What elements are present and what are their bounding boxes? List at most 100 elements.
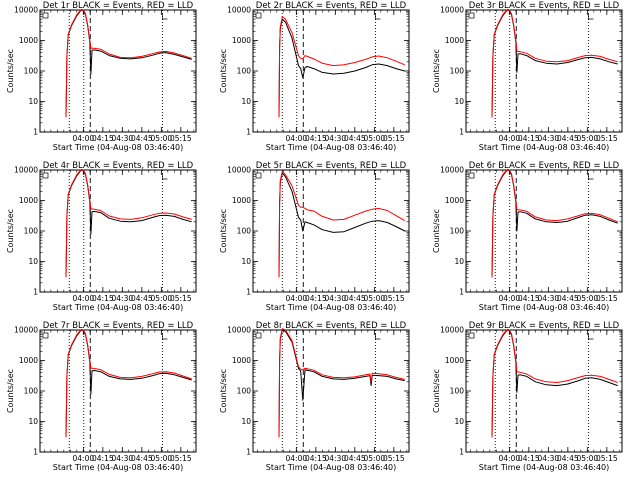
x-tick-label: 05:15 <box>596 134 618 143</box>
legend-box <box>162 333 168 340</box>
y-tick-label: 1000 <box>19 196 38 205</box>
y-axis-label: Counts/sec <box>6 369 15 413</box>
x-axis-label: Start Time (04-Aug-08 03:46:40) <box>266 463 397 472</box>
y-tick-label: 1 <box>246 128 251 137</box>
y-tick-label: 10 <box>28 257 38 266</box>
events-line <box>65 169 192 278</box>
y-tick-label: 1 <box>246 288 251 297</box>
x-tick-label: 04:15 <box>92 134 114 143</box>
panel-4: Det 4r BLACK = Events, RED = LLD 1 10 100 10… <box>6 161 197 312</box>
lld-line <box>278 328 405 438</box>
legend-box <box>162 13 168 20</box>
plot-frame <box>39 169 197 293</box>
y-tick-label: 1 <box>459 128 464 137</box>
panel-title: Det 2r BLACK = Events, RED = LLD <box>256 1 407 11</box>
x-tick-label: 04:00 <box>499 294 521 303</box>
plot-frame <box>465 329 623 453</box>
legend-box <box>588 13 594 20</box>
legend-box <box>468 172 475 179</box>
events-line <box>278 172 405 278</box>
plot-frame <box>465 9 623 133</box>
y-tick-label: 1 <box>459 448 464 457</box>
legend-box <box>162 173 168 180</box>
x-tick-label: 05:00 <box>364 454 386 463</box>
y-tick-label: 10 <box>241 97 251 106</box>
x-tick-label: 04:00 <box>73 294 95 303</box>
plot-frame <box>465 169 623 293</box>
x-tick-label: 04:15 <box>518 134 540 143</box>
x-tick-label: 04:00 <box>286 454 308 463</box>
y-tick-label: 10000 <box>14 166 38 175</box>
y-axis-label: Counts/sec <box>6 49 15 93</box>
y-tick-label: 1 <box>33 128 38 137</box>
x-tick-label: 05:00 <box>364 134 386 143</box>
y-tick-label: 10000 <box>440 326 464 335</box>
y-tick-label: 1 <box>33 288 38 297</box>
legend-box <box>42 172 49 179</box>
lld-line <box>65 168 192 278</box>
x-tick-label: 04:15 <box>92 294 114 303</box>
legend-box <box>375 173 381 180</box>
y-tick-label: 10000 <box>14 6 38 15</box>
x-axis-label: Start Time (04-Aug-08 03:46:40) <box>266 143 397 152</box>
x-tick-label: 04:15 <box>305 294 327 303</box>
x-tick-label: 04:45 <box>131 454 153 463</box>
y-tick-label: 10000 <box>227 326 251 335</box>
x-tick-label: 05:00 <box>151 454 173 463</box>
y-tick-label: 1000 <box>445 36 464 45</box>
x-tick-label: 05:15 <box>170 294 192 303</box>
events-line <box>491 9 618 118</box>
x-tick-label: 04:30 <box>112 294 134 303</box>
y-tick-label: 1 <box>246 448 251 457</box>
x-tick-label: 05:00 <box>577 134 599 143</box>
x-tick-label: 05:15 <box>383 294 405 303</box>
x-tick-label: 04:45 <box>344 134 366 143</box>
y-tick-label: 1000 <box>445 356 464 365</box>
y-tick-label: 1000 <box>19 356 38 365</box>
x-axis-label: Start Time (04-Aug-08 03:46:40) <box>266 303 397 312</box>
y-axis-label: Counts/sec <box>219 369 228 413</box>
legend-box <box>375 333 381 340</box>
plot-frame <box>252 169 410 293</box>
y-tick-label: 1000 <box>19 36 38 45</box>
x-tick-label: 05:15 <box>383 134 405 143</box>
plot-frame <box>252 9 410 133</box>
panel-5: Det 5r BLACK = Events, RED = LLD 1 10 100 10… <box>219 161 410 312</box>
x-axis-label: Start Time (04-Aug-08 03:46:40) <box>479 463 610 472</box>
lld-line <box>65 8 192 118</box>
panel-title: Det 1r BLACK = Events, RED = LLD <box>43 1 194 11</box>
y-tick-label: 100 <box>450 387 465 396</box>
y-tick-label: 100 <box>450 67 465 76</box>
y-axis-label: Counts/sec <box>432 369 441 413</box>
y-tick-label: 100 <box>450 227 465 236</box>
panel-title: Det 3r BLACK = Events, RED = LLD <box>469 1 620 11</box>
x-tick-label: 04:30 <box>112 454 134 463</box>
x-tick-label: 04:30 <box>325 454 347 463</box>
legend-box <box>588 173 594 180</box>
y-tick-label: 1000 <box>232 196 251 205</box>
y-tick-label: 1000 <box>445 196 464 205</box>
legend-box <box>588 333 594 340</box>
x-tick-label: 04:00 <box>286 294 308 303</box>
y-tick-label: 10 <box>28 417 38 426</box>
lld-line <box>491 8 618 118</box>
x-tick-label: 04:45 <box>557 134 579 143</box>
x-tick-label: 04:30 <box>538 294 560 303</box>
x-tick-label: 04:45 <box>344 454 366 463</box>
x-axis-label: Start Time (04-Aug-08 03:46:40) <box>53 463 184 472</box>
x-tick-label: 04:30 <box>538 134 560 143</box>
y-tick-label: 100 <box>237 387 252 396</box>
x-tick-label: 04:15 <box>518 454 540 463</box>
panel-title: Det 5r BLACK = Events, RED = LLD <box>256 161 407 171</box>
y-axis-label: Counts/sec <box>219 209 228 253</box>
y-axis-label: Counts/sec <box>6 209 15 253</box>
panel-3: Det 3r BLACK = Events, RED = LLD 1 10 100 10… <box>432 1 623 152</box>
x-tick-label: 04:45 <box>344 294 366 303</box>
y-axis-label: Counts/sec <box>432 209 441 253</box>
x-axis-label: Start Time (04-Aug-08 03:46:40) <box>53 143 184 152</box>
x-tick-label: 05:15 <box>596 294 618 303</box>
y-tick-label: 10 <box>454 417 464 426</box>
panel-title: Det 8r BLACK = Events, RED = LLD <box>256 321 407 331</box>
legend-box <box>468 12 475 19</box>
